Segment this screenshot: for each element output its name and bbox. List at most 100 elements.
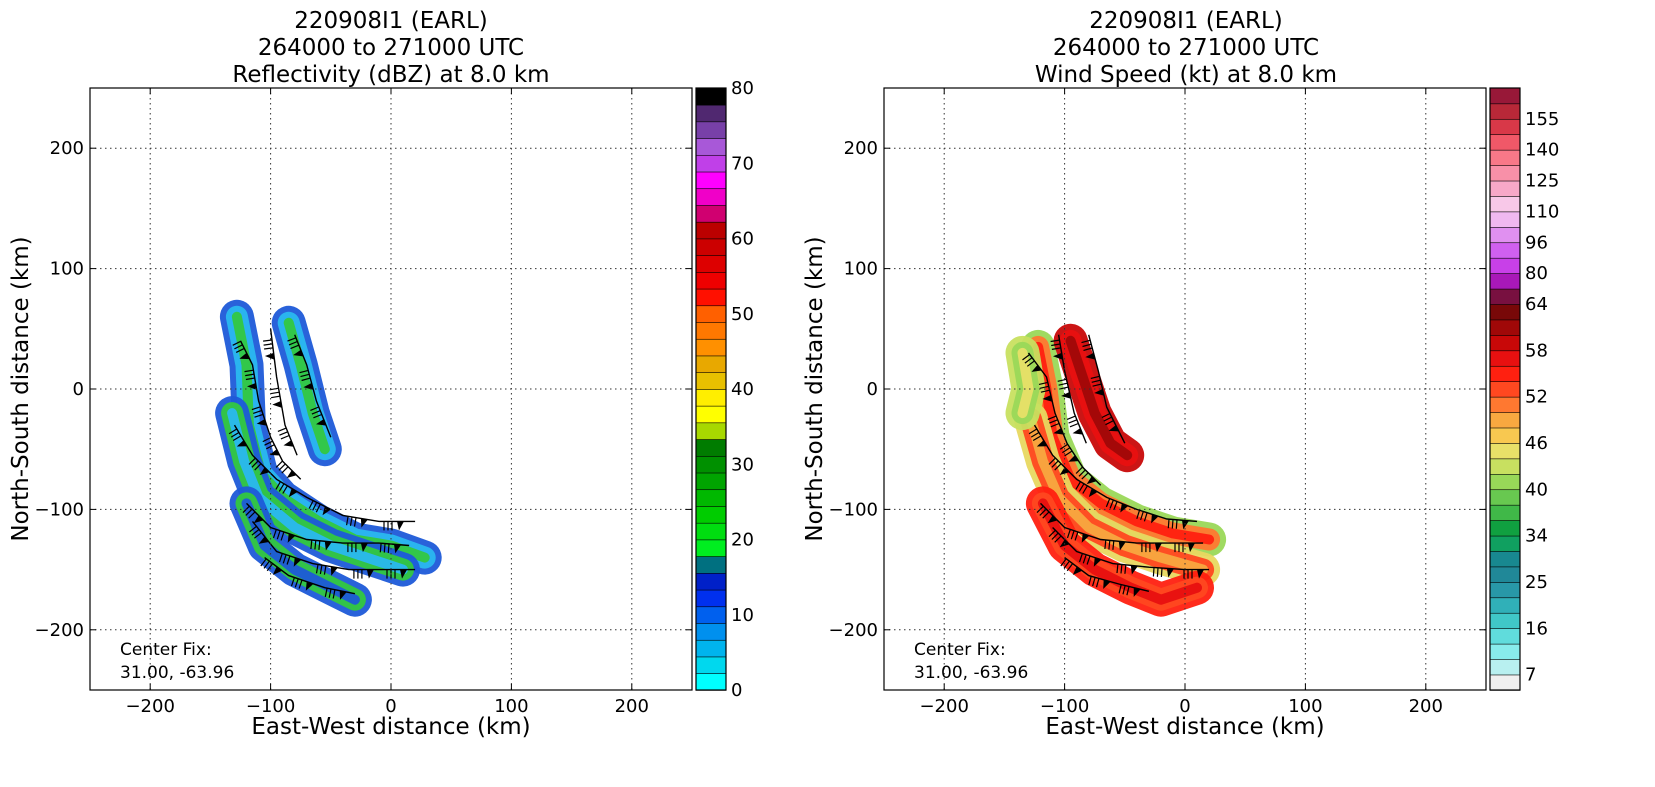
wind-barb-feather: [1140, 511, 1144, 521]
wind-barb-feather: [383, 543, 386, 553]
wind-barb-pennant: [1108, 425, 1119, 432]
colorbar-swatch: [1489, 504, 1521, 521]
colorbar-swatch: [695, 572, 727, 591]
wind-barb-feather: [263, 560, 270, 569]
colorbar-swatch: [1489, 164, 1521, 182]
wind-barb-pennant: [286, 470, 297, 478]
colorbar-swatch: [1489, 303, 1521, 321]
panel-2: 220908I1 (EARL)264000 to 271000 UTCWind …: [802, 8, 1559, 740]
wind-barb-pennant: [239, 352, 250, 360]
wind-barb-pennant: [272, 401, 282, 408]
wind-barb-feather: [315, 564, 319, 574]
wind-barb-pennant: [269, 449, 280, 456]
wind-barb-feather: [1078, 469, 1086, 477]
wind-barb-feather: [278, 463, 286, 471]
wind-barb-pennant: [1059, 467, 1070, 475]
colorbar-swatch: [1489, 411, 1521, 429]
wind-barb-feather: [254, 532, 262, 539]
wind-barb-feather: [1069, 422, 1079, 428]
wind-barb-feather: [332, 589, 336, 599]
colorbar-swatch: [695, 589, 727, 608]
wind-barb-feather: [282, 554, 287, 564]
colorbar-tick-label: 7: [1525, 665, 1536, 686]
wind-barb-feather: [1068, 419, 1078, 424]
wind-barb-pennant: [1081, 533, 1090, 543]
colorbar-tick-label: 64: [1525, 294, 1548, 315]
wind-barb-pennant: [360, 543, 368, 553]
wind-barb-feather: [1070, 530, 1075, 540]
wind-barb-feather: [1059, 443, 1069, 450]
middle-band: [1025, 414, 1209, 575]
wind-barb-feather: [1049, 419, 1058, 424]
wind-barb-pennant: [1188, 543, 1195, 553]
colorbar-tick-label: 110: [1525, 202, 1559, 223]
echo-field: [215, 299, 442, 617]
wind-barb-feather: [1081, 472, 1089, 480]
wind-barb-feather: [282, 485, 288, 494]
wind-barb-pennant: [293, 349, 304, 357]
colorbar-tick-label: 80: [731, 78, 754, 99]
wind-barb-feather: [1160, 568, 1163, 578]
colorbar-frame: [695, 87, 727, 691]
colorbar-swatch: [1489, 658, 1521, 676]
colorbar-tick-label: 155: [1525, 109, 1559, 130]
wind-barb-line: [233, 424, 416, 523]
wind-barb-pennant: [1042, 395, 1053, 402]
chart-title-line: Wind Speed (kt) at 8.0 km: [1035, 62, 1337, 88]
colorbar-swatch: [695, 87, 727, 106]
wind-barb-feather: [1026, 360, 1035, 367]
wind-barb-feather: [1048, 529, 1056, 538]
colorbar-tick-label: 70: [731, 153, 754, 174]
wind-barb-feather: [1039, 385, 1049, 389]
colorbar-swatch: [695, 639, 727, 658]
echo-field: [1005, 323, 1227, 617]
wind-barb-feather: [1118, 584, 1122, 594]
colorbar-swatch: [1489, 489, 1521, 506]
wind-barb-pennant: [1094, 389, 1105, 396]
colorbar-swatch: [1489, 473, 1521, 491]
y-tick-label: 200: [844, 138, 878, 159]
wind-barb-feather: [254, 463, 262, 471]
wind-barb-feather: [1086, 555, 1091, 565]
wind-barb-feather: [279, 431, 288, 436]
wind-barb-line: [1064, 557, 1150, 592]
colorbar-swatch: [695, 154, 727, 173]
wind-barb-feather: [248, 457, 256, 465]
wind-barb-pennant: [256, 419, 267, 426]
center-fix-annotation: 31.00, -63.96: [914, 663, 1028, 683]
wind-barb-feather: [253, 410, 262, 414]
wind-barb-feather: [1074, 531, 1079, 541]
wind-barb-pennant: [1130, 565, 1138, 575]
wind-barb-pennant: [1088, 488, 1098, 498]
colorbar-tick-label: 20: [731, 530, 754, 551]
wind-barb-line: [1040, 502, 1204, 544]
wind-barb-pennant: [287, 533, 296, 543]
wind-barb-feather: [262, 437, 272, 443]
colorbar-swatch: [695, 355, 727, 373]
wind-barb-feather: [244, 369, 254, 373]
wind-barb-pennant: [394, 544, 401, 554]
wind-barb-pennant: [322, 506, 331, 516]
y-tick-label: 0: [73, 379, 84, 400]
wind-barb-feather: [1054, 535, 1062, 543]
wind-barb-feather: [324, 587, 328, 598]
colorbar-swatch: [1489, 350, 1521, 367]
colorbar-swatch: [1489, 118, 1521, 136]
wind-barb-pennant: [316, 419, 327, 426]
wind-barb-feather: [1057, 378, 1067, 382]
colorbar-swatch: [695, 622, 727, 641]
wind-barb-feather: [1101, 412, 1111, 419]
wind-barb-pennant: [1093, 557, 1102, 567]
wind-barb-feather: [346, 516, 349, 526]
wind-barb-feather: [1095, 578, 1100, 588]
wind-barb-pennant: [1047, 515, 1058, 524]
colorbar-swatch: [695, 388, 727, 407]
colorbar-swatch: [695, 221, 727, 240]
wind-barb-pennant: [1053, 428, 1064, 435]
colorbar-swatch: [695, 522, 727, 541]
middle-band: [227, 408, 408, 575]
wind-barb-feather: [1042, 511, 1050, 519]
wind-barb-feather: [299, 369, 309, 374]
wind-barb-feather: [1064, 450, 1073, 457]
wind-barb-feather: [281, 466, 289, 474]
